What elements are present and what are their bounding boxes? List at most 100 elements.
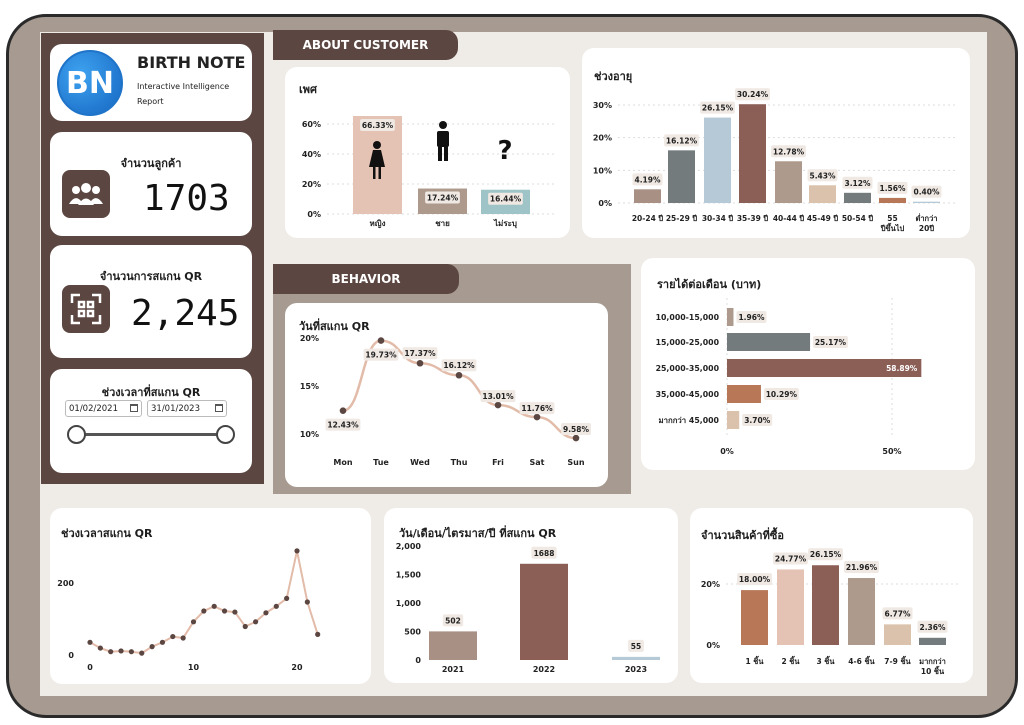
data-point <box>494 401 502 409</box>
data-label: 5.43% <box>809 171 836 180</box>
bar <box>704 117 731 203</box>
data-point <box>294 548 300 554</box>
x-tick-label: 2022 <box>533 665 555 674</box>
x-tick-label: 4-6 ชิ้น <box>848 655 875 666</box>
slider-handle-start[interactable] <box>67 425 86 444</box>
x-tick-label: 1 ชิ้น <box>745 655 764 666</box>
y-tick-label: 30% <box>593 101 612 110</box>
data-label: 18.00% <box>739 575 771 584</box>
x-tick-label: 20 <box>291 663 303 672</box>
x-tick-label: 50% <box>882 447 901 456</box>
x-tick-label: 10 ชิ้น <box>921 665 945 676</box>
male-icon <box>437 121 449 161</box>
data-point <box>304 599 310 605</box>
data-label-bg <box>742 414 773 426</box>
data-point <box>377 337 385 344</box>
bar <box>913 201 940 203</box>
y-tick-label: 35,000-45,000 <box>656 390 720 399</box>
data-point <box>572 434 580 442</box>
data-point <box>273 603 279 609</box>
x-tick-label: Thu <box>451 458 468 467</box>
bar <box>844 192 871 203</box>
start-date-input[interactable]: 01/02/2021 <box>65 400 142 417</box>
y-tick-label: 10,000-15,000 <box>656 313 720 322</box>
scans-kpi-card: จำนวนการสแกน QR 2,245 <box>50 245 252 358</box>
y-tick-label: 20% <box>302 180 321 189</box>
data-label-bg <box>807 169 838 182</box>
bar <box>777 569 804 645</box>
data-point <box>139 650 145 656</box>
data-label-bg <box>911 185 942 198</box>
slider-handle-end[interactable] <box>216 425 235 444</box>
bar <box>812 565 839 645</box>
calendar-icon[interactable] <box>130 404 138 412</box>
scans-label: จำนวนการสแกน QR <box>99 270 203 283</box>
items-chart-card: จำนวนสินค้าที่ซื้อ 0% 20% 18.00% 1 ชิ้น 24.7… <box>690 508 973 683</box>
data-label: 25.17% <box>815 338 847 347</box>
data-label-bg <box>628 639 644 652</box>
data-label: 16.12% <box>666 136 698 145</box>
y-tick-label: 0% <box>706 641 720 650</box>
data-label-bg <box>737 573 772 586</box>
items-chart: 0% 20% 18.00% 1 ชิ้น 24.77% 2 ชิ้น 26.15% 3 ชิ้… <box>701 548 960 676</box>
data-point <box>232 609 238 615</box>
data-point <box>97 645 103 651</box>
x-tick-label: 25-29 ปี <box>666 214 698 223</box>
chart-title: วัน/เดือน/ไตรมาส/ปี ที่สแกน QR <box>399 527 557 540</box>
x-tick-label: ชาย <box>435 219 450 228</box>
slider-track <box>78 433 226 436</box>
female-icon <box>369 141 385 179</box>
brand-card: BN BIRTH NOTE Interactive Intelligence R… <box>50 44 252 121</box>
data-label-bg <box>632 173 663 186</box>
x-tick-label: 20ปี <box>919 224 934 233</box>
x-tick-label: 55 <box>887 214 897 223</box>
data-label-bg <box>664 134 699 147</box>
bar <box>727 411 740 429</box>
data-label: 3.12% <box>844 179 871 188</box>
data-label-bg <box>736 311 767 323</box>
data-point <box>180 635 186 641</box>
data-label: 4.19% <box>634 175 661 184</box>
data-point <box>533 413 541 421</box>
bar <box>775 161 802 203</box>
y-tick-label: 0 <box>68 651 74 660</box>
y-tick-label: 0% <box>598 199 612 208</box>
customers-value: 1703 <box>143 178 230 219</box>
age-chart: 0% 10% 20% 30% 4.19% 20-24 ปี 16.12% 25-29 ปี 26… <box>593 88 957 233</box>
data-label-bg <box>700 101 735 114</box>
y-tick-label: 2,000 <box>396 542 422 551</box>
data-label-bg <box>442 614 464 627</box>
y-tick-label: 15% <box>300 382 319 391</box>
data-point <box>455 371 463 379</box>
bar <box>429 631 477 660</box>
x-tick-label: Wed <box>410 458 430 467</box>
data-point <box>416 359 424 367</box>
y-tick-label: 40% <box>302 150 321 159</box>
y-tick-label: 0 <box>415 656 421 665</box>
calendar-icon[interactable] <box>215 404 223 412</box>
x-tick-label: Sat <box>530 458 545 467</box>
data-label: 3.70% <box>744 416 771 425</box>
bar <box>884 624 911 645</box>
x-tick-label: 50-54 ปี <box>842 214 874 223</box>
data-label-bg <box>425 191 460 204</box>
scan-time-chart: 0 200 0 10 20 <box>57 548 321 672</box>
end-date-input[interactable]: 31/01/2023 <box>147 400 227 417</box>
bar <box>668 150 695 203</box>
chart-title: ช่วงอายุ <box>594 70 633 83</box>
x-tick-label: 2021 <box>442 665 465 674</box>
data-point <box>253 619 259 625</box>
data-label: 9.58% <box>563 425 590 434</box>
bar <box>727 308 734 326</box>
data-point <box>128 649 134 655</box>
x-tick-label: 35-39 ปี <box>737 214 769 223</box>
x-tick-label: 20-24 ปี <box>632 214 664 223</box>
y-tick-label: 20% <box>300 334 319 343</box>
x-tick-label: Fri <box>492 458 504 467</box>
data-label: 17.37% <box>404 349 436 358</box>
data-label-bg <box>877 181 908 194</box>
bar <box>741 590 768 645</box>
y-tick-label: 25,000-35,000 <box>656 364 720 373</box>
data-label-bg <box>917 620 948 633</box>
x-tick-label: 3 ชิ้น <box>816 655 835 666</box>
